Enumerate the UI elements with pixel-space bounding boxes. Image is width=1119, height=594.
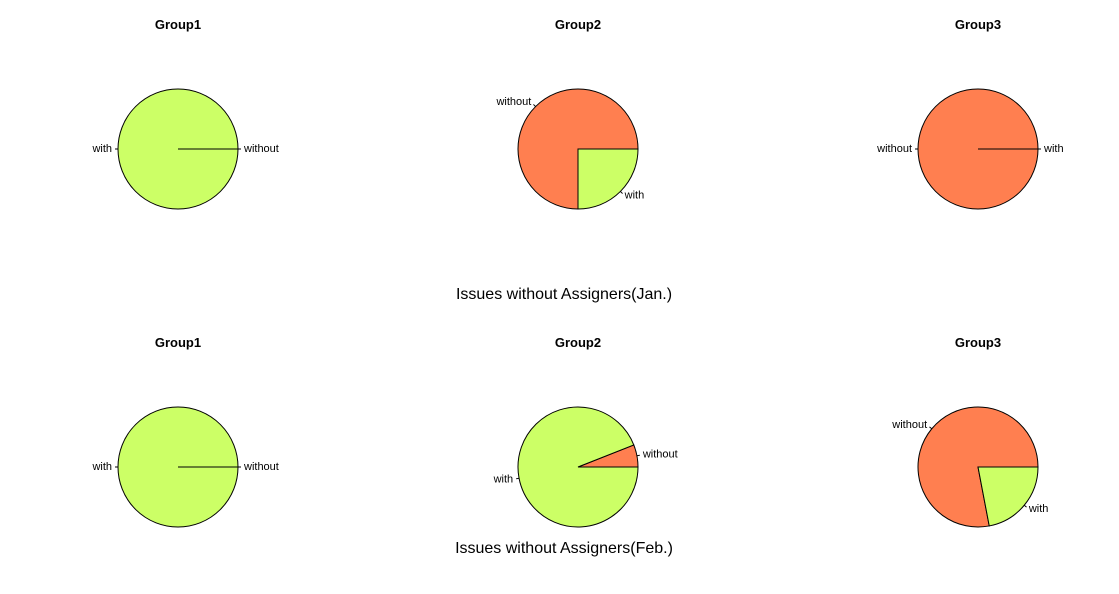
section-caption: Issues without Assigners(Jan.) [456, 286, 672, 303]
pie-title: Group1 [155, 17, 201, 32]
slice-label-with: with [1028, 503, 1049, 515]
pie-slice-with [517, 406, 639, 528]
slice-label-with: with [91, 143, 112, 155]
pie-group1: Group1 without with [91, 17, 279, 210]
slice-label-without: without [642, 449, 678, 461]
slice-label-tick [533, 104, 536, 107]
slice-label-with: with [91, 461, 112, 473]
pie-title: Group1 [155, 335, 201, 350]
slice-label-tick [516, 477, 520, 480]
slice-label-tick [1023, 504, 1027, 508]
pie-group2: Group2 without with [493, 335, 678, 528]
pie-title: Group2 [555, 335, 601, 350]
pie-title: Group2 [555, 17, 601, 32]
pie-group3: Group3 without with [891, 335, 1049, 528]
pie-group2: Group2 without with [495, 17, 645, 210]
slice-label-without: without [891, 419, 927, 431]
slice-label-tick [636, 454, 640, 457]
pie-title: Group3 [955, 335, 1001, 350]
slice-label-tick [620, 191, 623, 194]
pie-group1: Group1 without with [91, 335, 279, 528]
slice-label-without: without [495, 96, 531, 108]
section-caption: Issues without Assigners(Feb.) [455, 540, 673, 557]
slice-label-without: without [243, 143, 279, 155]
slice-label-with: with [493, 473, 514, 485]
pie-group3: Group3 with without [876, 17, 1064, 210]
pie-row-2: Issues without Assigners(Feb.) Group1 with… [91, 335, 1048, 557]
pie-slice-with [577, 148, 639, 210]
slice-label-with: with [624, 190, 645, 202]
pie-row-1: Issues without Assigners(Jan.) Group1 with… [91, 17, 1063, 303]
pie-title: Group3 [955, 17, 1001, 32]
slice-label-tick [929, 426, 933, 430]
pie-slice-with [977, 466, 1039, 527]
slice-label-without: without [243, 461, 279, 473]
slice-label-with: with [1043, 143, 1064, 155]
slice-label-without: without [876, 143, 912, 155]
